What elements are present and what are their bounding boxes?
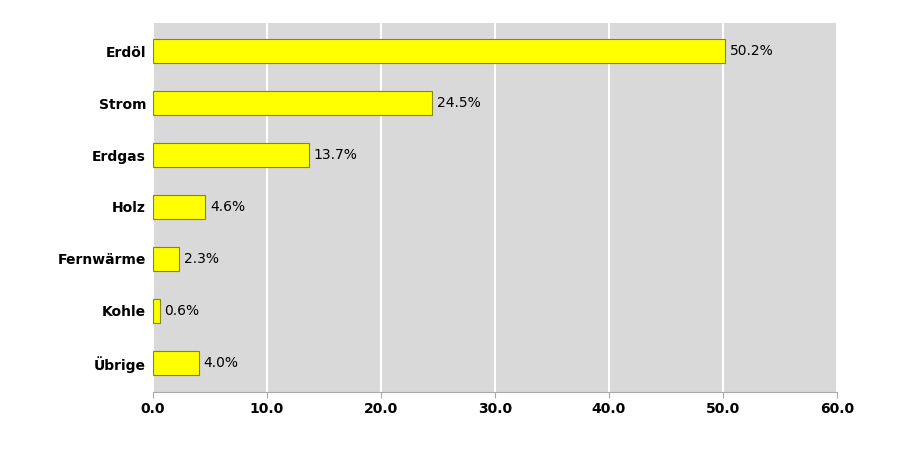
Bar	[153, 40, 725, 63]
Text: 50.2%: 50.2%	[730, 44, 774, 58]
Text: 13.7%: 13.7%	[314, 148, 357, 162]
Text: 4.0%: 4.0%	[203, 356, 238, 370]
Text: 24.5%: 24.5%	[436, 96, 481, 110]
Text: 0.6%: 0.6%	[165, 304, 200, 318]
Bar	[153, 351, 199, 374]
Bar	[153, 144, 310, 166]
Bar	[153, 195, 205, 219]
Text: 4.6%: 4.6%	[210, 200, 245, 214]
Text: 2.3%: 2.3%	[184, 252, 219, 266]
Bar	[153, 299, 160, 323]
Bar	[153, 91, 432, 115]
Bar	[153, 248, 179, 270]
